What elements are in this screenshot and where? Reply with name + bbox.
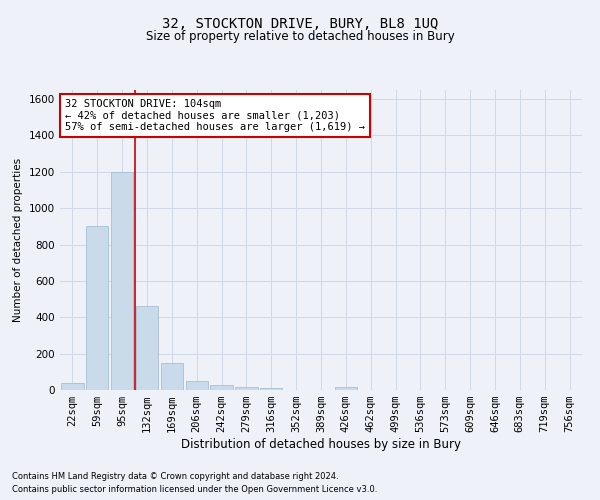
Text: 32, STOCKTON DRIVE, BURY, BL8 1UQ: 32, STOCKTON DRIVE, BURY, BL8 1UQ xyxy=(162,18,438,32)
Bar xyxy=(335,388,357,390)
Bar xyxy=(185,381,208,390)
Text: Contains HM Land Registry data © Crown copyright and database right 2024.: Contains HM Land Registry data © Crown c… xyxy=(12,472,338,481)
Bar xyxy=(61,382,83,390)
X-axis label: Distribution of detached houses by size in Bury: Distribution of detached houses by size … xyxy=(181,438,461,451)
Bar xyxy=(260,388,283,390)
Bar xyxy=(161,362,183,390)
Text: Contains public sector information licensed under the Open Government Licence v3: Contains public sector information licen… xyxy=(12,485,377,494)
Bar xyxy=(211,386,233,390)
Bar xyxy=(136,306,158,390)
Bar xyxy=(86,226,109,390)
Text: 32 STOCKTON DRIVE: 104sqm
← 42% of detached houses are smaller (1,203)
57% of se: 32 STOCKTON DRIVE: 104sqm ← 42% of detac… xyxy=(65,99,365,132)
Bar xyxy=(111,172,133,390)
Text: Size of property relative to detached houses in Bury: Size of property relative to detached ho… xyxy=(146,30,454,43)
Y-axis label: Number of detached properties: Number of detached properties xyxy=(13,158,23,322)
Bar xyxy=(235,388,257,390)
